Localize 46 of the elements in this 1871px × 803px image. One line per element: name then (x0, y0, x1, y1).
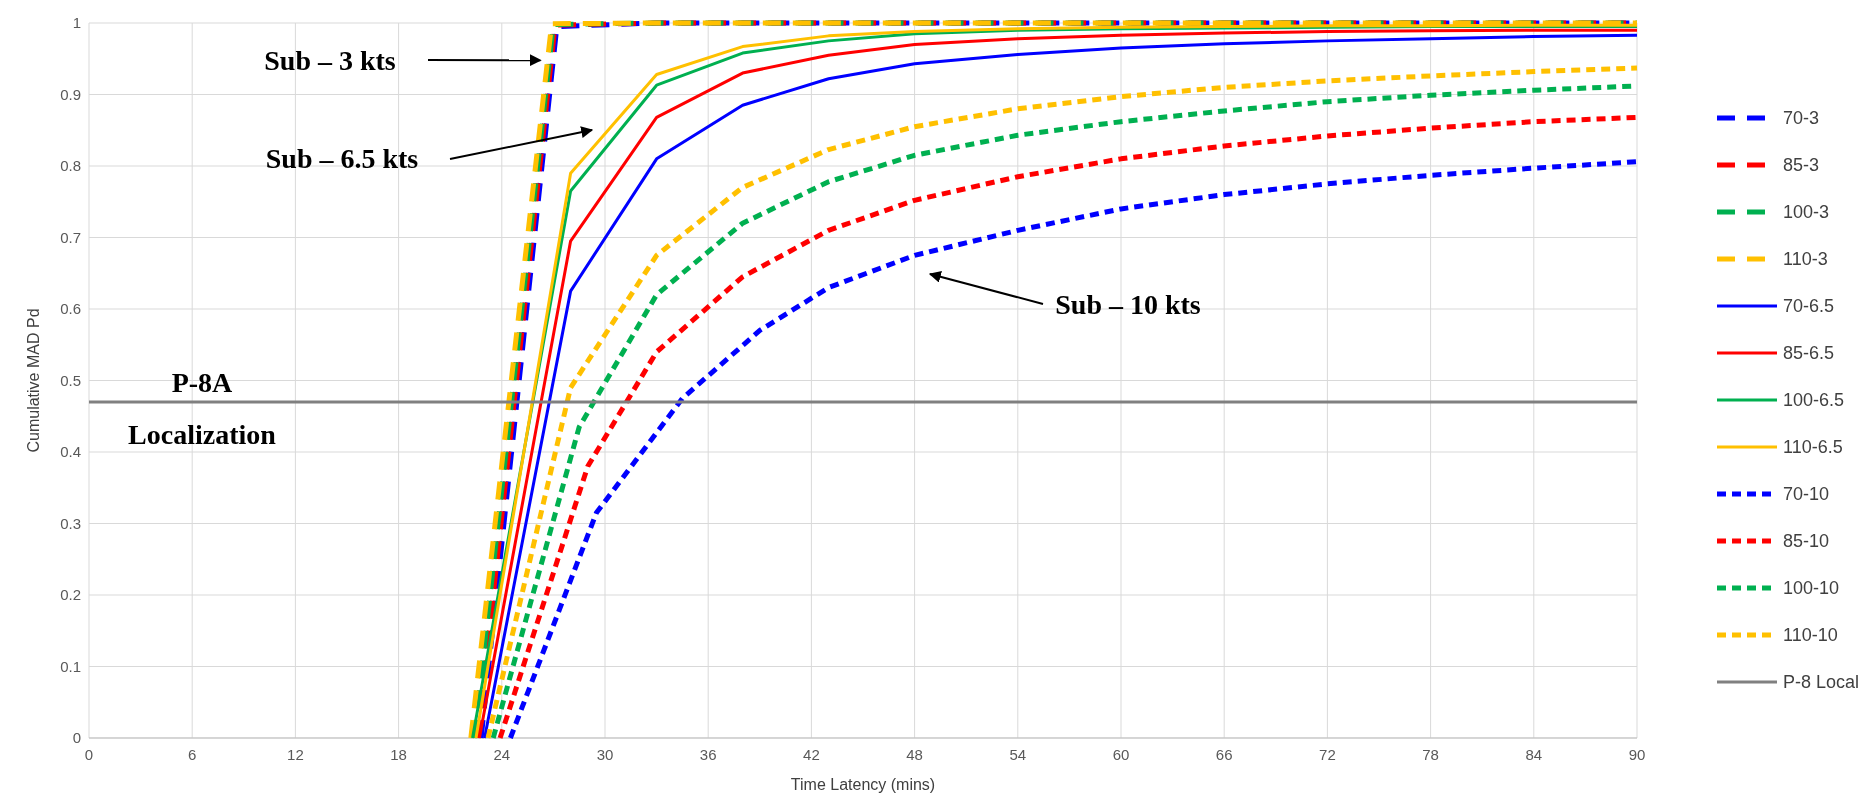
x-tick-label: 6 (188, 746, 197, 763)
x-tick-label: 36 (699, 746, 717, 763)
y-tick-label: 0.7 (60, 228, 81, 246)
x-tick-label: 0 (84, 746, 94, 763)
x-tick-label: 18 (390, 746, 407, 763)
y-tick-label: 0.1 (60, 657, 81, 675)
annotation: Sub – 3 kts (264, 45, 396, 76)
y-tick-label: 0.6 (60, 300, 81, 317)
y-tick-label: 0 (72, 729, 81, 746)
x-tick-label: 54 (1009, 746, 1027, 763)
legend-label: 110-3 (1783, 249, 1828, 269)
x-tick-label: 72 (1319, 746, 1336, 763)
y-tick-label: 0.5 (60, 371, 81, 389)
legend-label: 85-6.5 (1783, 343, 1835, 363)
x-tick-label: 48 (906, 746, 923, 763)
legend-label: 85-10 (1783, 531, 1830, 551)
legend-label: 110-10 (1783, 625, 1838, 645)
x-tick-label: 24 (493, 746, 511, 763)
legend-label: P-8 Local (1783, 672, 1860, 692)
legend-label: 100-3 (1783, 202, 1830, 222)
y-tick-label: 0.2 (60, 586, 81, 603)
annotation: Sub – 10 kts (1055, 289, 1201, 320)
x-tick-label: 60 (1112, 746, 1130, 763)
y-tick-label: 1 (72, 14, 81, 31)
legend-label: 70-6.5 (1783, 296, 1835, 316)
legend-label: 70-10 (1783, 484, 1830, 504)
legend-label: 70-3 (1783, 108, 1820, 128)
y-tick-label: 0.3 (60, 514, 81, 532)
y-tick-label: 0.8 (60, 157, 81, 174)
x-axis-title: Time Latency (mins) (790, 776, 936, 793)
legend-label: 110-6.5 (1783, 437, 1843, 457)
x-tick-label: 30 (596, 746, 614, 763)
x-tick-label: 42 (803, 746, 820, 763)
legend-label: 100-6.5 (1783, 390, 1845, 410)
x-tick-label: 66 (1215, 746, 1233, 763)
y-tick-label: 0.4 (60, 443, 81, 460)
annotation: Sub – 6.5 kts (265, 143, 419, 174)
x-tick-label: 12 (287, 746, 304, 763)
y-tick-label: 0.9 (60, 85, 81, 103)
legend-label: 85-3 (1783, 155, 1820, 175)
y-axis-title: Cumulative MAD Pd (25, 308, 42, 453)
x-tick-label: 78 (1422, 746, 1439, 763)
x-tick-label: 90 (1628, 746, 1646, 763)
x-tick-label: 84 (1525, 746, 1543, 763)
legend-label: 100-10 (1783, 578, 1840, 598)
annotation: P-8A Localization (128, 366, 277, 450)
